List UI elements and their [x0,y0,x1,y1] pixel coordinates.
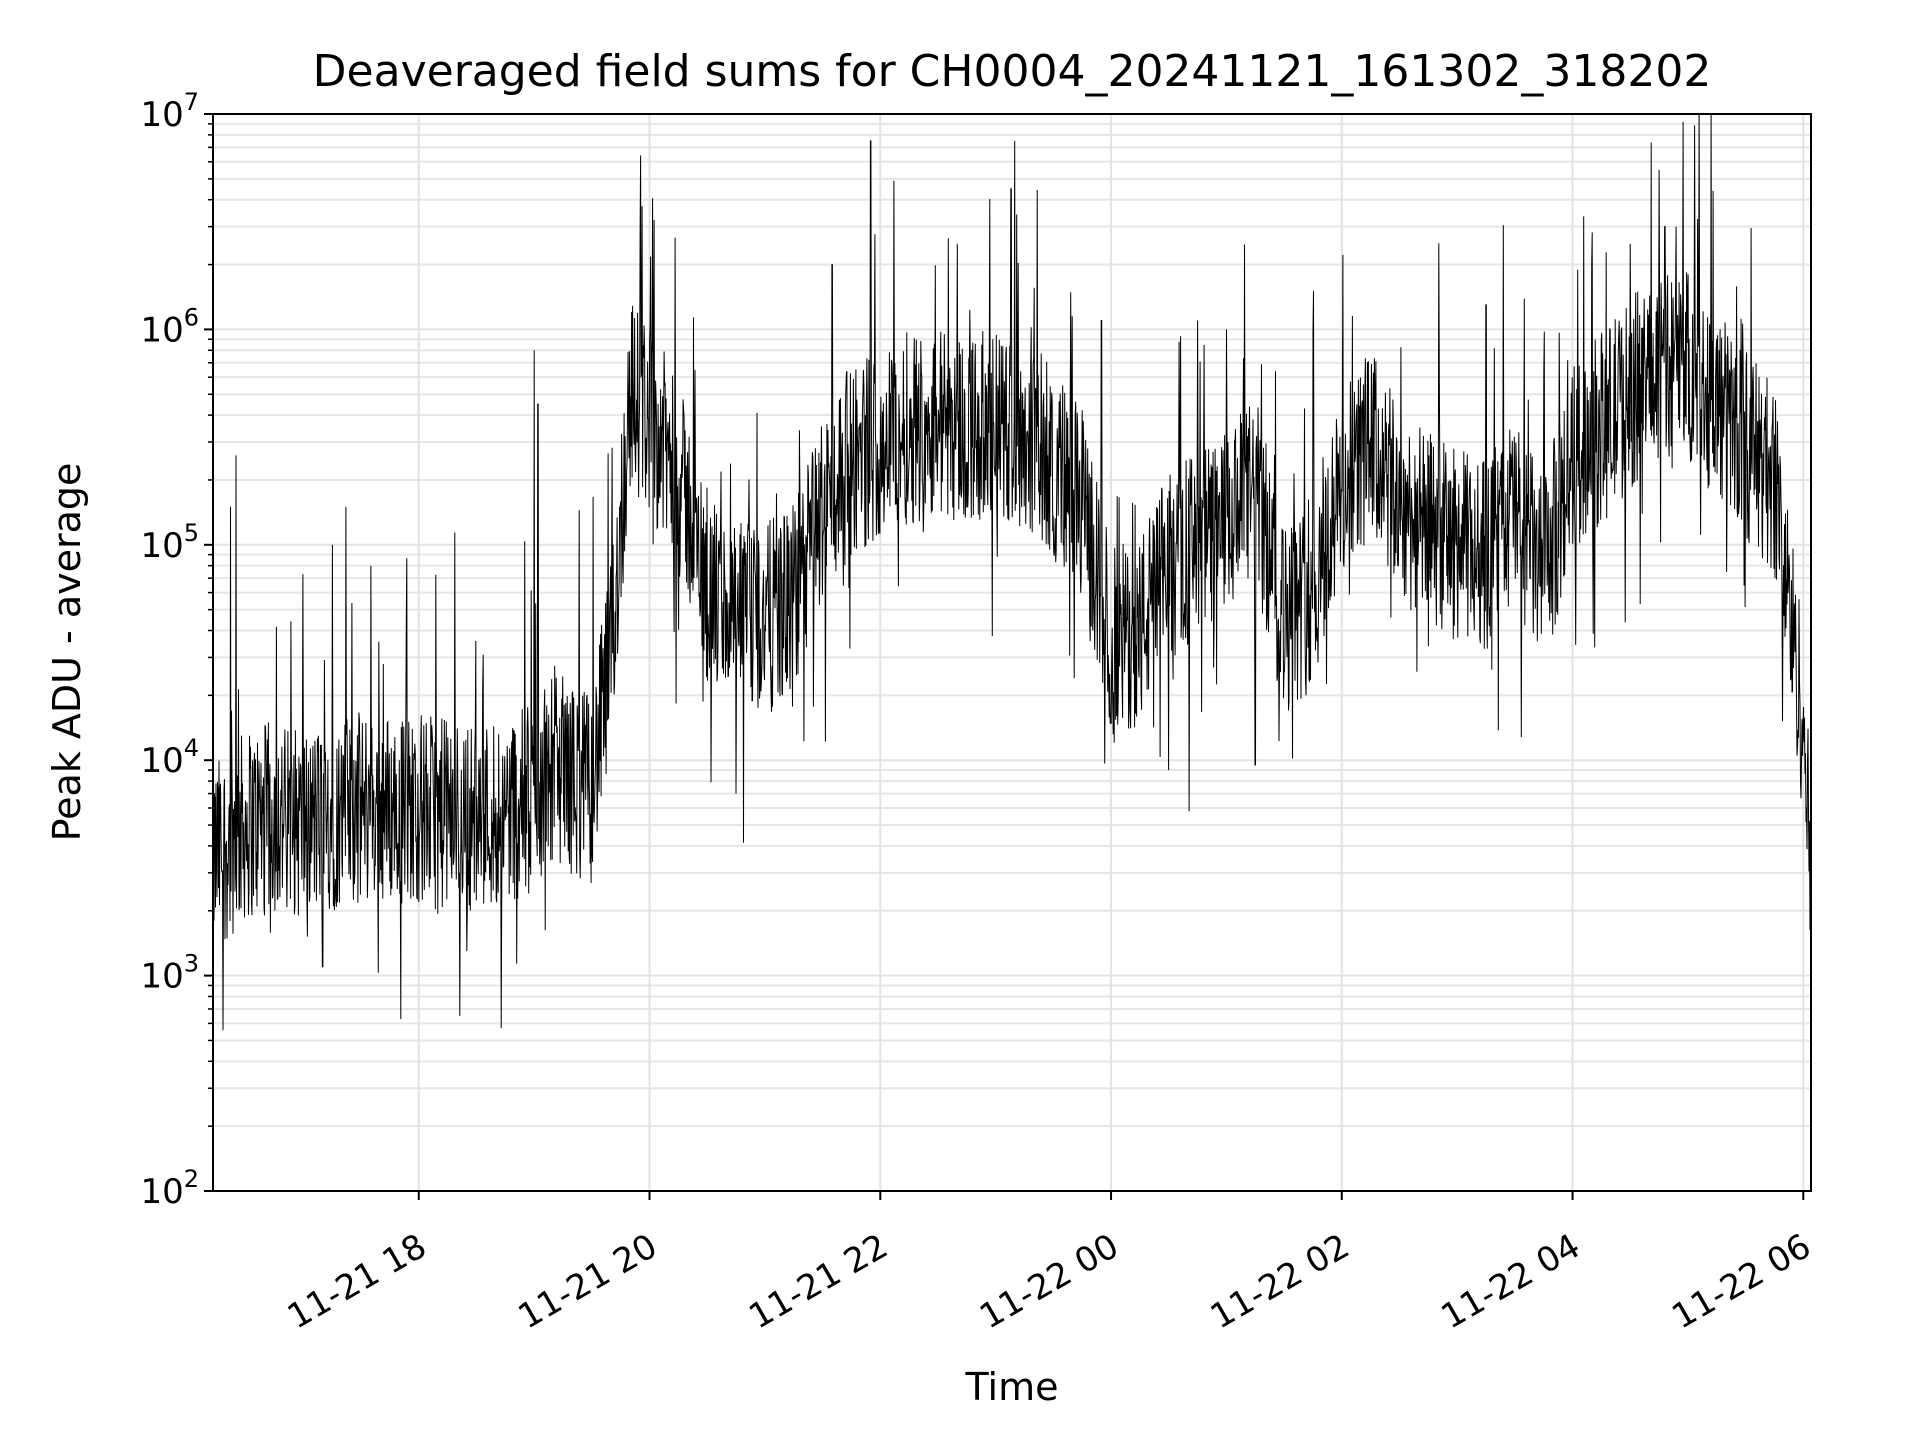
series-line [213,114,1811,1031]
plot-frame [212,113,1812,1192]
y-tick-label: 104 [140,734,199,781]
x-axis-label: Time [965,1365,1059,1409]
y-axis: 102 103 104 105 106 107 [140,88,213,1212]
y-tick-label: 105 [140,519,199,566]
y-tick-label: 102 [140,1165,199,1212]
y-axis-label: Peak ADU - average [45,463,89,842]
y-tick-label: 103 [140,950,199,997]
y-tick-label: 107 [140,88,199,135]
plot-area [213,114,1811,1031]
y-tick-label: 106 [140,303,199,350]
chart-title: Deaveraged field sums for CH0004_2024112… [313,46,1712,97]
